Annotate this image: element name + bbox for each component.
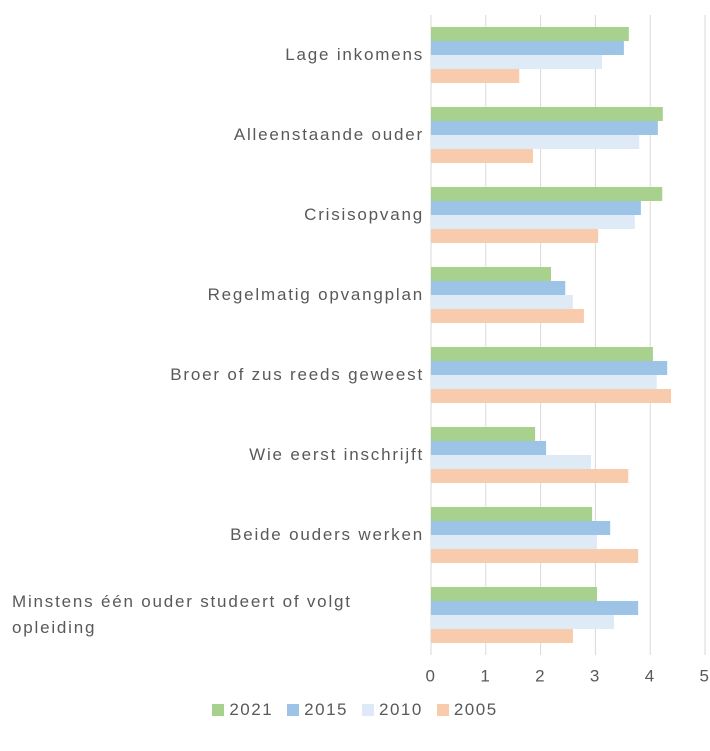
bar	[431, 27, 629, 41]
bar	[431, 41, 624, 55]
bar	[431, 309, 584, 323]
x-tick-label: 5	[700, 666, 710, 685]
bar	[431, 587, 598, 601]
chart: 0 1 2 3 4 5	[426, 15, 710, 685]
bar	[431, 507, 593, 521]
bar	[431, 549, 639, 563]
bar	[431, 469, 629, 483]
bar	[431, 615, 615, 629]
legend-item: 2021	[212, 700, 273, 720]
bar	[431, 629, 573, 643]
legend-item: 2015	[287, 700, 348, 720]
legend-swatch	[212, 704, 225, 716]
bar	[431, 55, 602, 69]
bar	[431, 441, 547, 455]
bar	[431, 455, 592, 469]
bar	[431, 601, 639, 615]
legend-item: 2010	[362, 700, 423, 720]
bar	[431, 107, 663, 121]
bar	[431, 267, 552, 281]
legend-swatch	[436, 704, 449, 716]
legend-label: 2005	[453, 700, 498, 719]
bar	[431, 427, 536, 441]
bar	[431, 535, 598, 549]
bar	[431, 149, 533, 163]
category-label: Beide ouders werken	[230, 525, 424, 544]
bar	[431, 389, 672, 403]
bar	[431, 281, 566, 295]
category-label: Crisisopvang	[304, 205, 424, 224]
legend-swatch	[287, 704, 300, 716]
bar	[431, 521, 611, 535]
x-tick-label: 4	[645, 666, 656, 685]
bar	[431, 229, 599, 243]
bar	[431, 135, 640, 149]
bar	[431, 215, 635, 229]
x-tick-label: 0	[426, 666, 437, 685]
legend-swatch	[362, 704, 374, 716]
bar	[431, 187, 663, 201]
bar	[431, 69, 520, 83]
legend-label: 2021	[229, 700, 274, 719]
category-label: Wie eerst inschrijft	[249, 445, 424, 464]
x-tick-label: 3	[590, 666, 601, 685]
category-label: Regelmatig opvangplan	[207, 285, 424, 304]
bar	[431, 361, 668, 375]
category-label: Alleenstaande ouder	[233, 125, 424, 144]
legend: 2021 2015 2010 2005	[0, 700, 710, 720]
legend-label: 2010	[379, 700, 423, 719]
category-label: Minstens één ouder studeert of volgt opl…	[12, 592, 352, 637]
x-tick-label: 2	[535, 666, 546, 685]
legend-label: 2015	[304, 700, 348, 719]
x-tick-label: 1	[480, 666, 491, 685]
bar	[431, 295, 573, 309]
bar	[431, 375, 657, 389]
legend-item: 2005	[436, 700, 498, 720]
bar	[431, 347, 653, 361]
bar	[431, 121, 658, 135]
category-label: Lage inkomens	[285, 45, 424, 64]
bar	[431, 201, 641, 215]
category-label: Broer of zus reeds geweest	[170, 365, 424, 384]
